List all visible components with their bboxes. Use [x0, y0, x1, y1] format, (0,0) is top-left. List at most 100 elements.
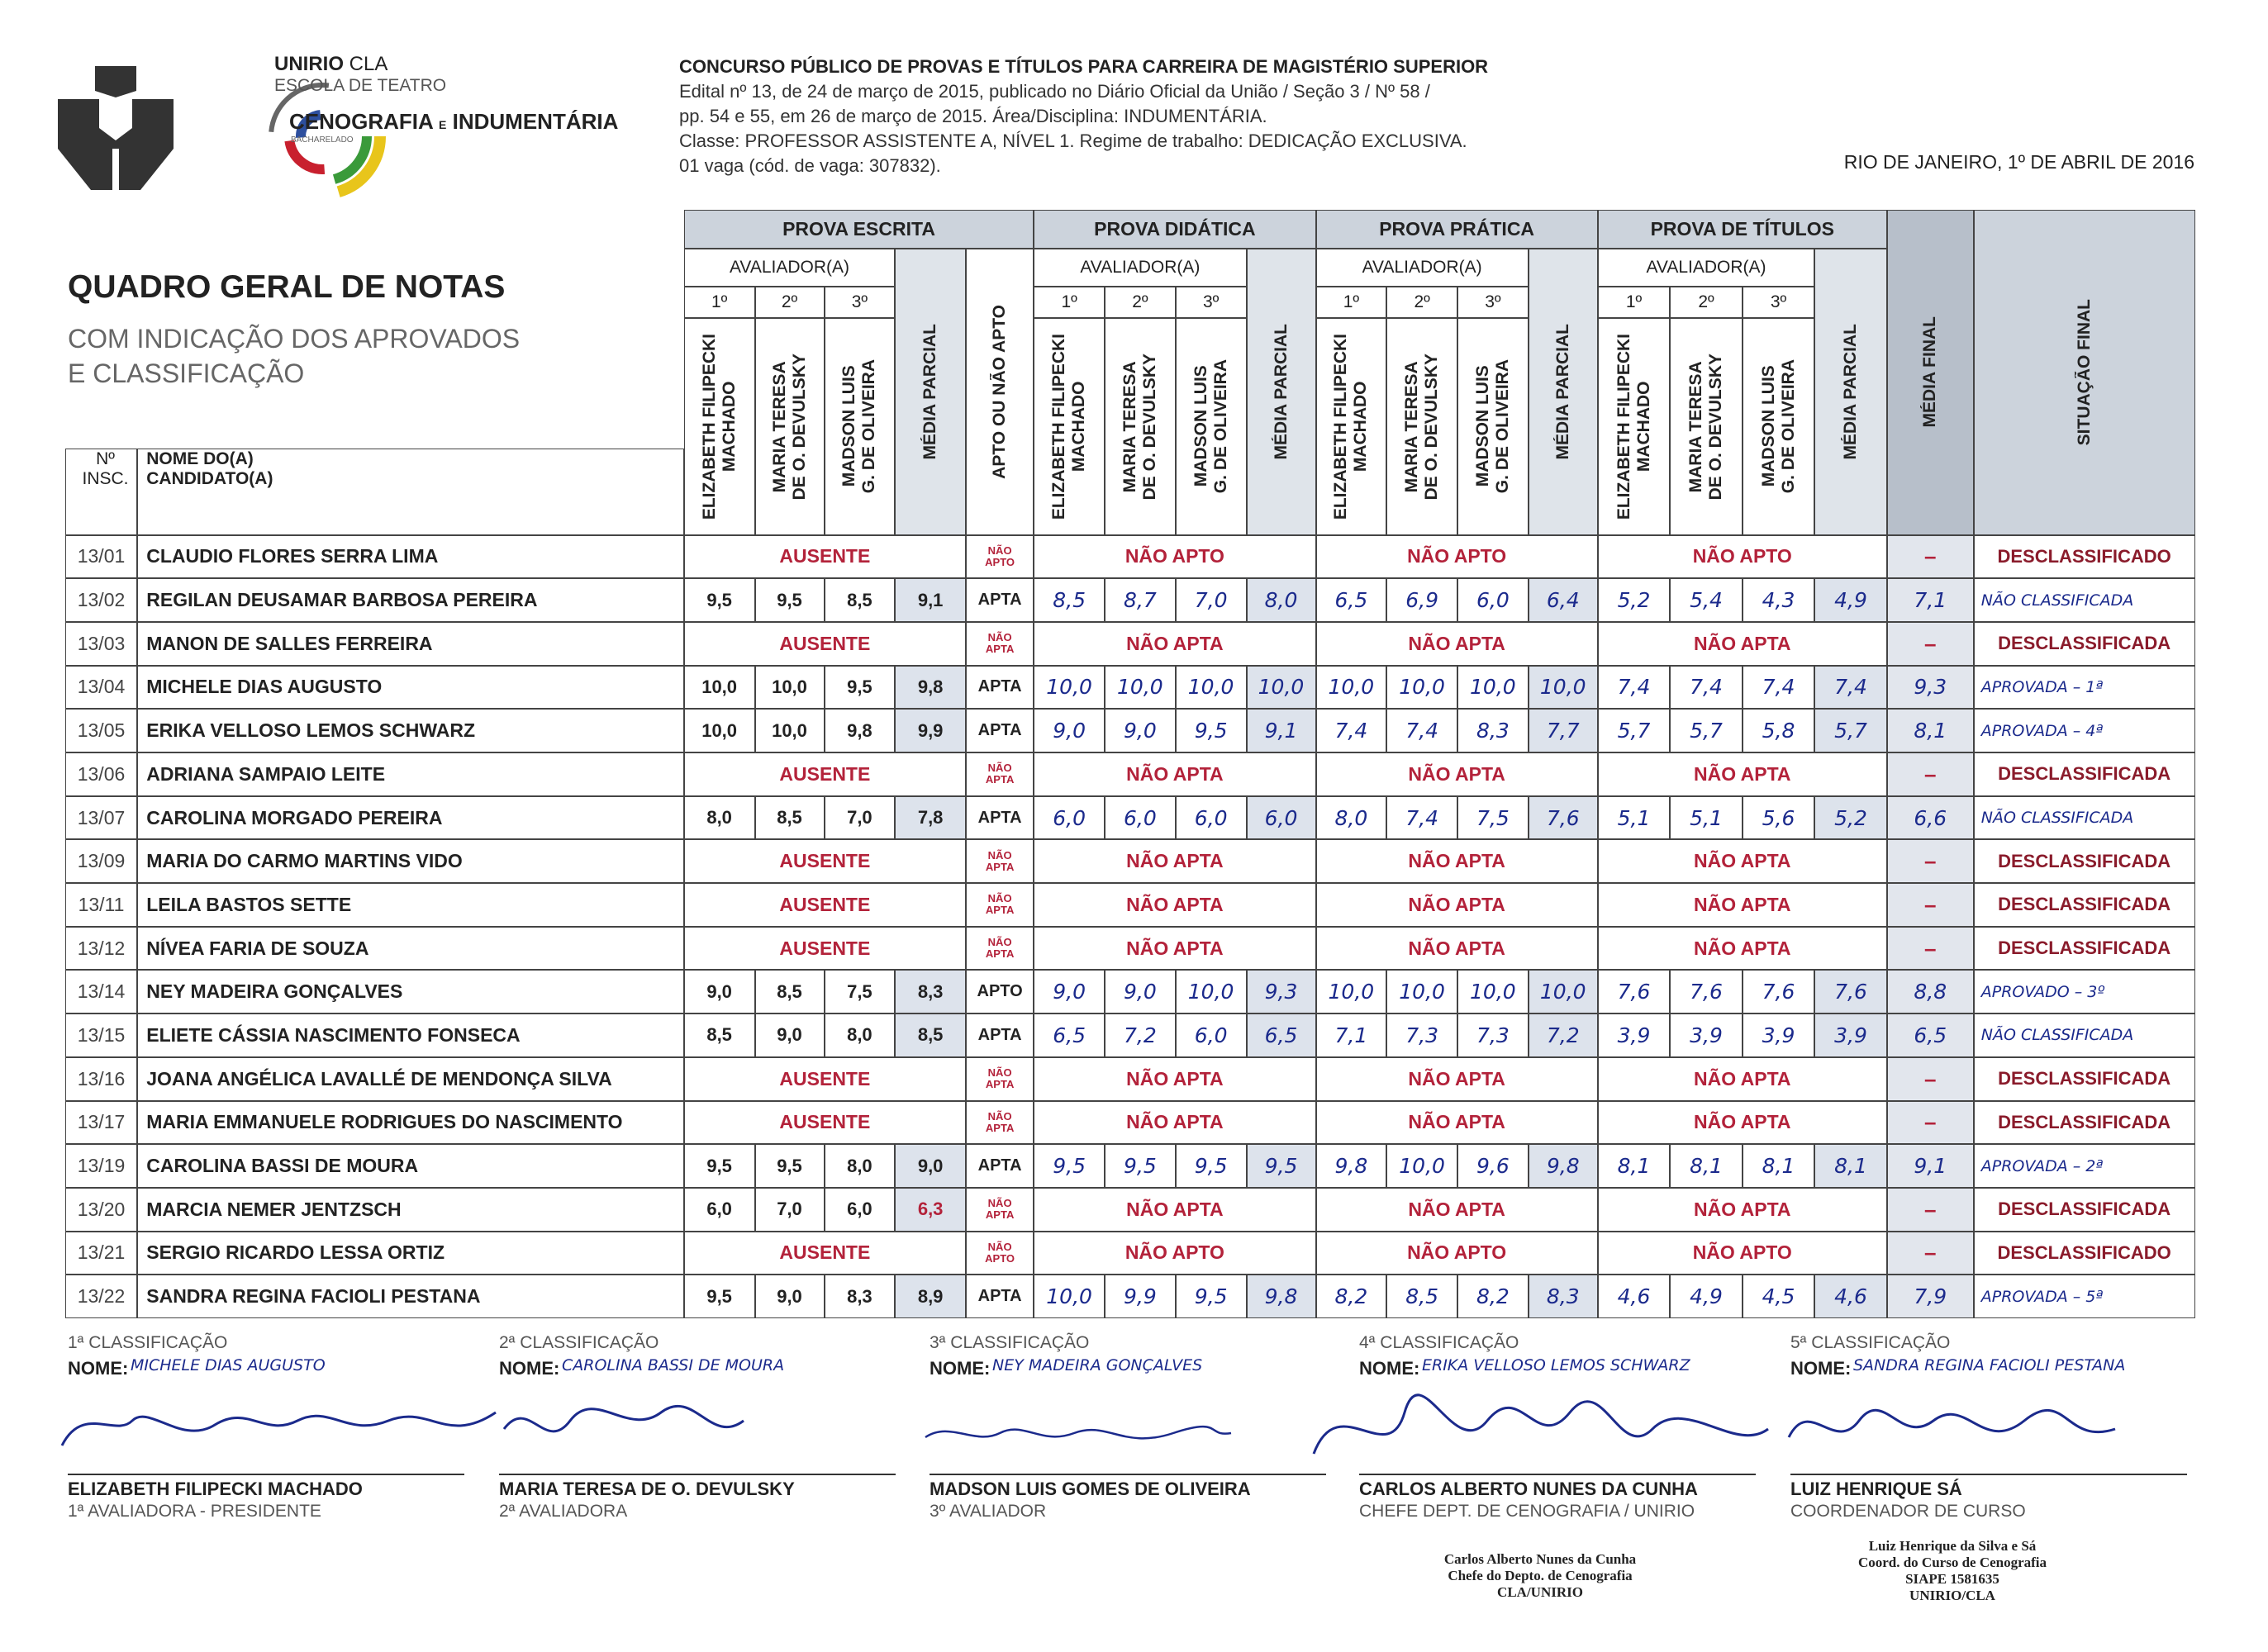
grade-text: 5,6	[1762, 805, 1795, 830]
evaluator-name: ELIZABETH FILIPECKI MACHADO	[1597, 318, 1671, 535]
candidate-name: REGILAN DEUSAMAR BARBOSA PEREIRA	[137, 578, 684, 622]
apto-text: APTA	[977, 1025, 1022, 1044]
grade-text: 9,0	[1123, 719, 1157, 743]
ordinal-text: 3º	[1770, 292, 1787, 311]
candidate-name-text: LEILA BASTOS SETTE	[146, 893, 352, 915]
final-grade: –	[1886, 1231, 1974, 1275]
logo-ring	[273, 87, 372, 186]
grade: 10,0	[1175, 665, 1247, 710]
grade: 9,8	[824, 709, 896, 752]
situation-text: DESCLASSIFICADA	[1998, 1068, 2171, 1089]
situation-text: APROVADA – 5ª	[1980, 1287, 2104, 1306]
status-text: NÃO APTA	[1126, 893, 1224, 915]
situation: DESCLASSIFICADO	[1973, 1231, 2195, 1275]
apto-text: APTA	[977, 1287, 1022, 1306]
name-header-text: CANDIDATO(A)	[146, 468, 273, 488]
status: NÃO APTA	[1597, 1056, 1887, 1101]
grade-text: 8,5	[1053, 588, 1086, 613]
grade-text: 7,4	[1690, 675, 1723, 700]
grade: 7,6	[1597, 970, 1671, 1014]
grade: 9,5	[1175, 1275, 1247, 1318]
grade-text: 10,0	[1046, 675, 1092, 700]
insc-text: 13/17	[77, 1111, 126, 1133]
evaluator-label: AVALIADOR(A)	[683, 249, 896, 287]
grade-text: 7,6	[1690, 980, 1723, 1004]
candidate-name: NÍVEA FARIA DE SOUZA	[137, 926, 684, 971]
evaluator-name-text-group: ELIZABETH FILIPECKI MACHADO	[1049, 334, 1089, 520]
situation-text: DESCLASSIFICADA	[1998, 938, 2171, 959]
evaluator-name-text-group: MARIA TERESA DE O. DEVULSKY	[770, 354, 810, 500]
grade: 7,0	[1175, 578, 1247, 622]
grade-text: 10,0	[1187, 675, 1234, 700]
grade-text: 8,0	[1334, 805, 1368, 830]
logo-text: BACHARELADO	[291, 135, 354, 145]
partial-grade-text: 9,9	[917, 719, 944, 741]
grade-text: 10,0	[1328, 675, 1375, 700]
candidate-name: MARIA DO CARMO MARTINS VIDO	[137, 839, 684, 884]
partial-grade: 5,2	[1814, 795, 1887, 840]
evaluator-name-text: MARIA TERESA	[1686, 360, 1705, 492]
situation-text: APROVADA – 1ª	[1980, 677, 2104, 696]
evaluator-name-text-group: ELIZABETH FILIPECKI MACHADO	[1614, 334, 1654, 520]
grade: 7,4	[1386, 795, 1457, 840]
final-grade: 7,9	[1886, 1275, 1974, 1318]
grade: 7,1	[1315, 1014, 1387, 1057]
grade-text: 10,0	[1399, 675, 1445, 700]
grade: 8,5	[1386, 1275, 1457, 1318]
final-grade: –	[1886, 752, 1974, 796]
apto-text: NÃO APTA	[985, 936, 1015, 961]
situation-text: DESCLASSIFICADA	[1998, 763, 2171, 785]
candidate-name-text: MICHELE DIAS AUGUSTO	[146, 676, 383, 698]
grade-text: 7,5	[847, 980, 872, 1002]
final-grade-text: –	[1924, 848, 1937, 874]
insc: 13/03	[64, 621, 138, 666]
apto-header: APTO OU NÃO APTO	[966, 249, 1034, 535]
apto-text: NÃO APTA	[985, 1197, 1015, 1222]
evaluator-name-text-group: MARIA TERESA DE O. DEVULSKY	[1120, 354, 1160, 500]
grade-text: 8,5	[1405, 1284, 1438, 1309]
signature-line	[1790, 1474, 2187, 1475]
apto-text: APTA	[977, 677, 1022, 696]
final-grade-text: 9,3	[1914, 675, 1947, 700]
grade: 8,3	[1457, 709, 1529, 752]
partial-grade-text: 10,0	[1539, 675, 1586, 700]
classified-name: CAROLINA BASSI DE MOURA	[562, 1356, 785, 1374]
insc: 13/02	[64, 578, 138, 622]
grade: 7,3	[1457, 1014, 1529, 1057]
grade: 7,2	[1105, 1014, 1176, 1057]
classification-label: 5ª CLASSIFICAÇÃO	[1790, 1333, 1951, 1352]
evaluator-name: MADSON LUIS G. DE OLIVEIRA	[1742, 318, 1815, 535]
name-label: NOME:	[68, 1358, 129, 1379]
situation: DESCLASSIFICADA	[1973, 839, 2195, 884]
candidate-name: CAROLINA MORGADO PEREIRA	[137, 795, 684, 840]
insc: 13/15	[64, 1014, 138, 1057]
situation: DESCLASSIFICADO	[1973, 534, 2195, 579]
grade-text: 9,5	[1053, 1154, 1086, 1179]
partial-grade: 8,0	[1246, 578, 1316, 622]
signature-ink	[925, 1425, 1232, 1440]
signature-ink	[1787, 1408, 2116, 1438]
ordinal-text: 3º	[1202, 292, 1220, 311]
final-grade: –	[1886, 839, 1974, 884]
insc-text: 13/16	[77, 1067, 126, 1089]
partial-header-text-group: MÉDIA PARCIAL	[1553, 324, 1573, 460]
final-grade-text: 8,1	[1914, 719, 1947, 743]
grade-text: 6,0	[1476, 588, 1510, 613]
status-text: AUSENTE	[779, 893, 871, 915]
ordinal-text: 1º	[1625, 292, 1643, 311]
status: NÃO APTO	[1034, 534, 1316, 579]
grade-text: 7,6	[1617, 980, 1651, 1004]
insc-text: 13/20	[77, 1198, 126, 1220]
situation-text: APROVADA – 2ª	[1980, 1156, 2104, 1175]
grade-text: 9,5	[1123, 1154, 1157, 1179]
grade: 8,0	[683, 795, 755, 840]
ordinal: 2º	[1386, 286, 1457, 318]
partial-grade-text: 8,0	[1264, 588, 1298, 613]
grade: 4,5	[1742, 1275, 1815, 1318]
partial-grade-text: 4,9	[1834, 588, 1867, 613]
final-grade: –	[1886, 621, 1974, 666]
partial-grade-text: 6,4	[1546, 588, 1580, 613]
final-grade-text: –	[1924, 630, 1937, 656]
grade-text: 3,9	[1617, 1023, 1651, 1047]
status: NÃO APTA	[1034, 839, 1316, 884]
